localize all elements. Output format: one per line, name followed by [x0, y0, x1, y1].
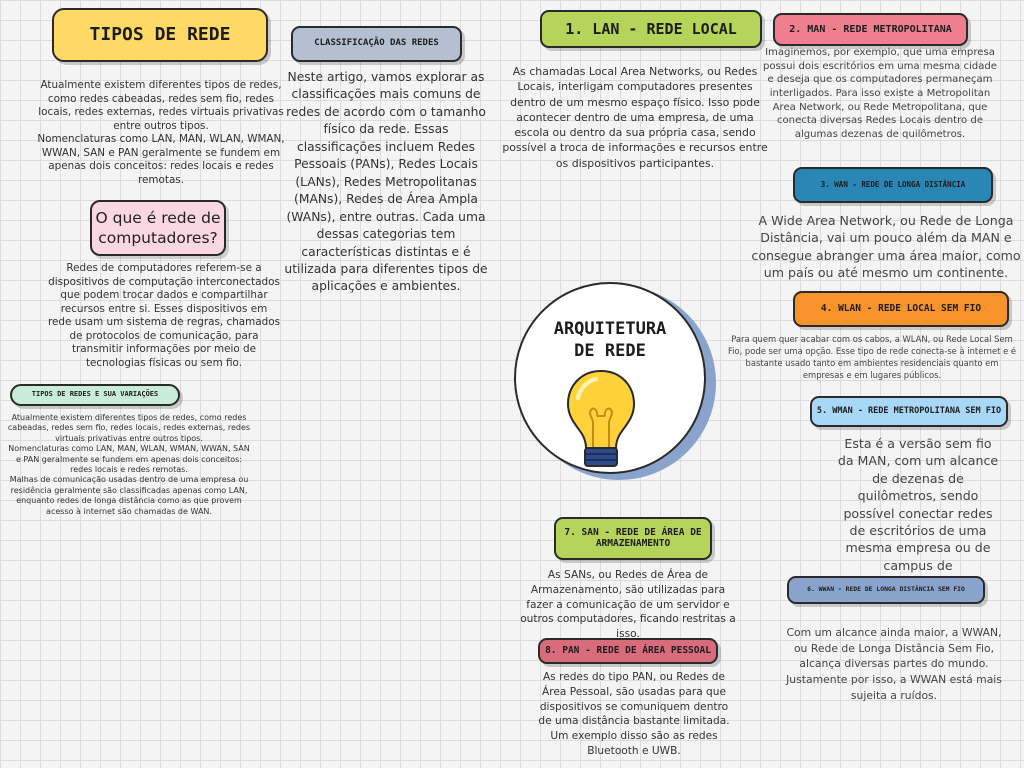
lightbulb-icon-base [584, 447, 618, 467]
wman-text: Esta é a versão sem fio da MAN, com um a… [837, 436, 999, 590]
o-que-e-rede-text: Redes de computadores referem-se a dispo… [48, 262, 281, 369]
man-title: 2. MAN - REDE METROPOLITANA [773, 13, 968, 46]
wan-title: 3. WAN - REDE DE LONGA DISTÂNCIA [793, 167, 993, 203]
variacoes-text: Atualmente existem diferentes tipos de r… [7, 413, 251, 516]
man-text: Imaginemos, por exemplo, que uma empresa… [762, 47, 998, 140]
o-que-e-rede-title: O que é rede de computadores? [90, 200, 226, 256]
wman-title: 5. WMAN - REDE METROPOLITANA SEM FIO [810, 396, 1008, 427]
wan-text: A Wide Area Network, ou Rede de Longa Di… [751, 213, 1021, 281]
lightbulb-icon-filament [589, 407, 613, 448]
center-title-line1: ARQUITETURA [553, 319, 667, 339]
wwan-text: Com um alcance ainda maior, a WWAN, ou R… [786, 626, 1002, 702]
tipos-de-rede-title: TIPOS DE REDE [52, 8, 268, 62]
wwan-title: 6. WWAN - REDE DE LONGA DISTÂNCIA SEM FI… [787, 576, 985, 604]
san-text: As SANs, ou Redes de Área de Armazenamen… [520, 569, 736, 641]
wlan-title: 4. WLAN - REDE LOCAL SEM FIO [793, 291, 1009, 327]
pan-text: As redes do tipo PAN, ou Redes de Área P… [538, 671, 730, 758]
pan-title: 8. PAN - REDE DE ÁREA PESSOAL [538, 638, 718, 664]
tipos-de-rede-text: Atualmente existem diferentes tipos de r… [37, 79, 285, 186]
lan-title: 1. LAN - REDE LOCAL [540, 10, 762, 48]
classificacao-text: Neste artigo, vamos explorar as classifi… [284, 70, 488, 294]
classificacao-title: Classificação das redes [291, 26, 462, 62]
lan-text: As chamadas Local Area Networks, ou Rede… [502, 65, 768, 170]
wlan-text: Para quem quer acabar com os cabos, a WL… [727, 334, 1017, 380]
lightbulb-icon-glass [566, 369, 636, 449]
center-title-line2: DE REDE [574, 341, 646, 361]
variacoes-title: Tipos de redes e sua variações [10, 384, 180, 406]
san-title: 7. SAN - REDE DE ÁREA DE ARMAZENAMENTO [554, 517, 712, 560]
lightbulb-icon [566, 369, 636, 467]
